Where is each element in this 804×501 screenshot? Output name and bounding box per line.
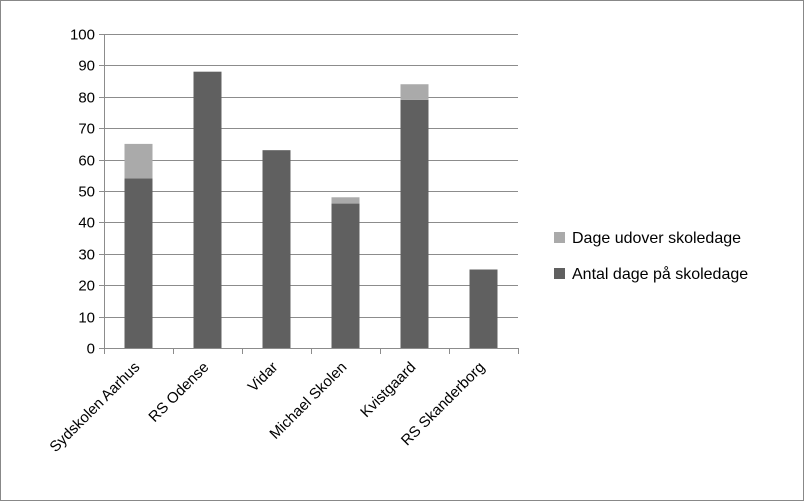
legend-entry: Antal dage på skoledage <box>572 265 748 283</box>
y-tick-label: 80 <box>78 90 95 107</box>
legend-entry: Dage udover skoledage <box>572 230 741 247</box>
bar-extra-days-4 <box>400 84 429 100</box>
gridlines <box>104 34 518 318</box>
y-tick-label: 30 <box>78 247 95 264</box>
legend: Dage udover skoledage Antal dage på skole… <box>554 230 748 283</box>
y-tick-label: 60 <box>78 153 95 170</box>
bar-school-days-2 <box>262 150 291 348</box>
bar-school-days-1 <box>193 71 222 349</box>
bars <box>124 71 498 349</box>
y-tick-label: 100 <box>70 27 95 44</box>
legend-swatch <box>554 268 565 279</box>
y-tick-label: 90 <box>78 58 95 75</box>
y-tick-label: 70 <box>78 121 95 138</box>
bar-extra-days-0 <box>124 143 153 179</box>
y-tick-label: 40 <box>78 215 95 232</box>
bar-extra-days-3 <box>331 197 360 204</box>
legend-swatch <box>554 232 565 243</box>
y-tick-label: 10 <box>78 310 95 327</box>
bar-school-days-5 <box>469 269 498 348</box>
bar-school-days-0 <box>124 178 153 348</box>
y-tick-label: 0 <box>87 341 95 358</box>
y-tick-labels: 0 10 20 30 40 50 60 70 80 90 100 <box>70 27 95 358</box>
axes <box>99 34 519 354</box>
y-tick-label: 20 <box>78 278 95 295</box>
bar-school-days-3 <box>331 203 360 348</box>
bar-school-days-4 <box>400 99 429 348</box>
y-tick-label: 50 <box>78 184 95 201</box>
